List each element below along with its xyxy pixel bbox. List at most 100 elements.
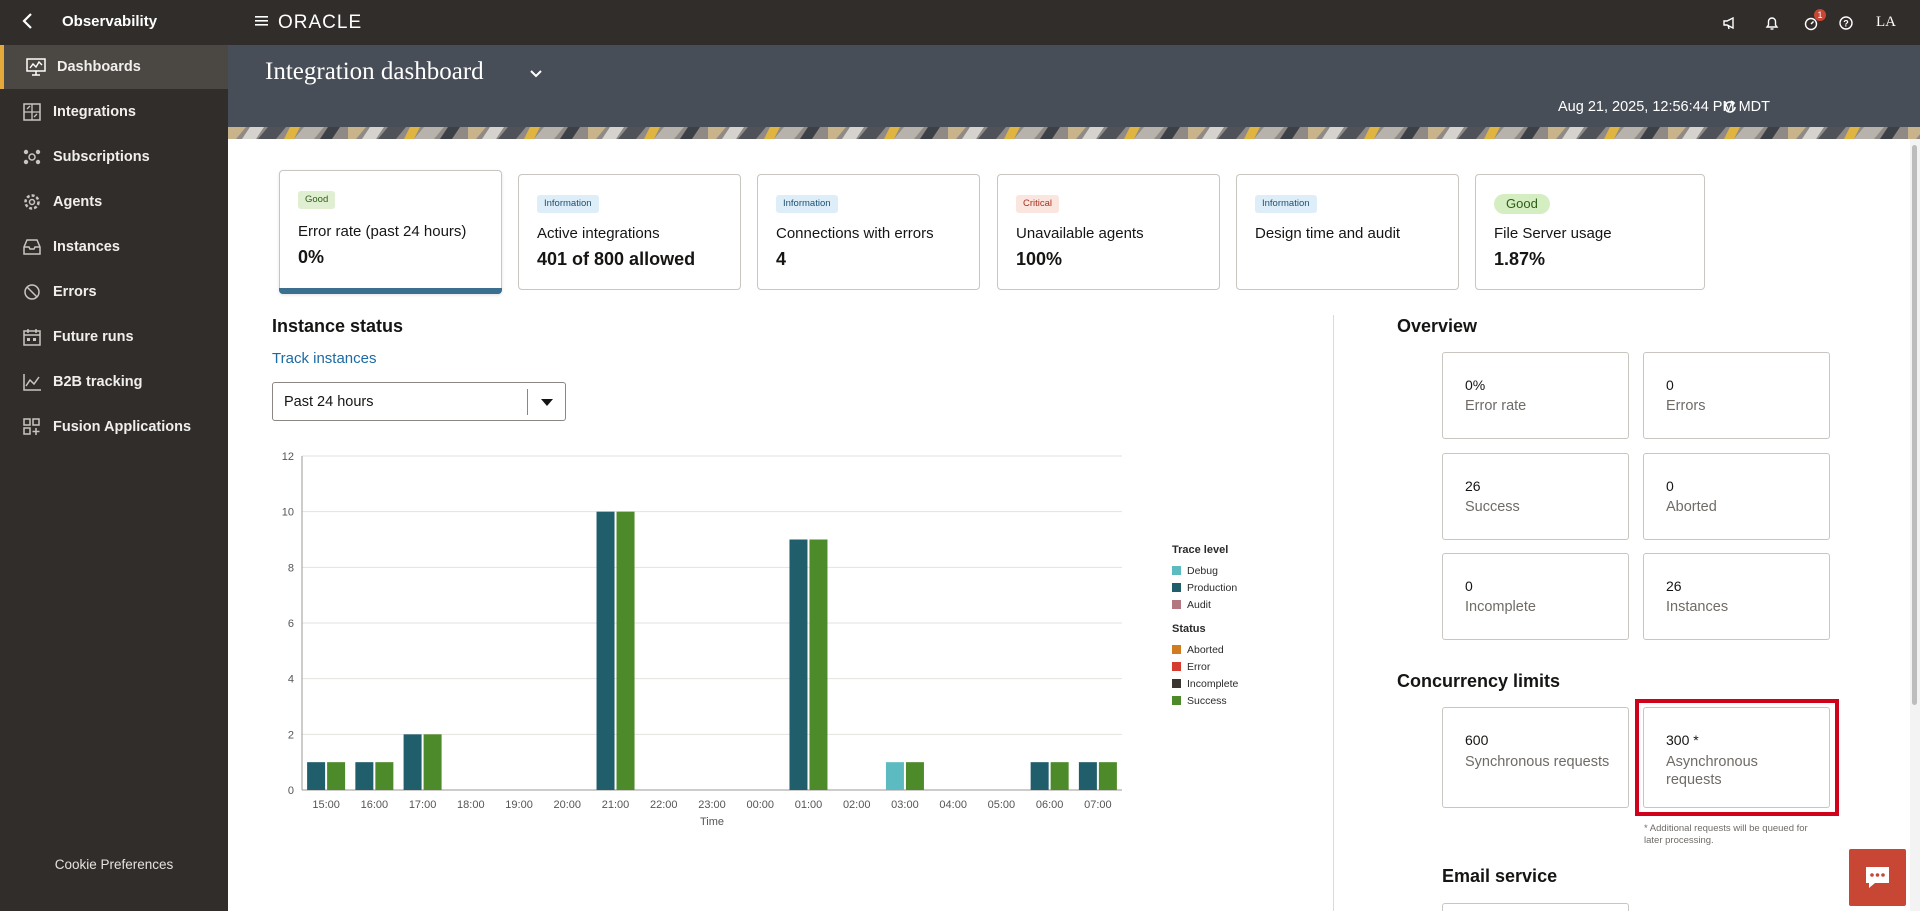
section-divider (1333, 315, 1334, 911)
card-label: Design time and audit (1255, 225, 1401, 242)
legend-swatch (1172, 662, 1181, 671)
x-tick-label: 15:00 (312, 799, 340, 811)
card-active-integrations[interactable]: Information Active integrations 401 of 8… (518, 174, 741, 290)
scrollbar-thumb[interactable] (1912, 145, 1917, 705)
instance-status-title: Instance status (272, 316, 404, 336)
overview-tile-errors[interactable]: 0 Errors (1643, 352, 1830, 439)
last-updated-timestamp: Aug 21, 2025, 12:56:44 PM MDT (1558, 99, 1770, 115)
sidebar-item-subscriptions[interactable]: Subscriptions (0, 135, 228, 179)
card-label: Active integrations (537, 225, 660, 242)
card-label: File Server usage (1494, 225, 1612, 242)
x-tick-label: 00:00 (746, 799, 774, 811)
legend-item-success[interactable]: Success (1172, 692, 1238, 709)
legend-swatch (1172, 583, 1181, 592)
bar-debug (885, 762, 904, 790)
overview-tile-aborted[interactable]: 0 Aborted (1643, 453, 1830, 540)
track-instances-link[interactable]: Track instances (272, 350, 377, 367)
legend-group-title: Status (1172, 623, 1206, 635)
x-tick-label: 17:00 (409, 799, 437, 811)
legend-item-debug[interactable]: Debug (1172, 562, 1238, 579)
megaphone-icon[interactable] (1721, 14, 1739, 32)
integrations-icon (23, 103, 41, 121)
sidebar-item-label: Subscriptions (53, 149, 150, 165)
sidebar-item-dashboards[interactable]: Dashboards (0, 45, 228, 89)
concurrency-tile-synchronous[interactable]: 600 Synchronous requests (1442, 707, 1629, 808)
overview-tile-error-rate[interactable]: 0% Error rate (1442, 352, 1629, 439)
page-title[interactable]: Integration dashboard (265, 58, 484, 85)
highlight-box (1635, 699, 1839, 816)
overview-tile-success[interactable]: 26 Success (1442, 453, 1629, 540)
legend-label: Incomplete (1187, 677, 1239, 690)
chat-icon (1866, 867, 1889, 888)
tile-label: Success (1465, 499, 1520, 515)
tile-value: 26 (1666, 578, 1682, 594)
legend-swatch (1172, 696, 1181, 705)
y-tick-label: 10 (282, 507, 294, 519)
sidebar-item-integrations[interactable]: Integrations (0, 90, 228, 134)
x-tick-label: 22:00 (650, 799, 678, 811)
sidebar-item-label: Errors (53, 284, 97, 300)
tile-value: 0 (1666, 478, 1674, 494)
bar-success (1050, 762, 1069, 790)
timer-icon[interactable] (1802, 14, 1820, 32)
card-file-server-usage[interactable]: Good File Server usage 1.87% (1475, 174, 1705, 290)
chevron-down-icon[interactable] (528, 67, 544, 81)
legend-item-production[interactable]: Production (1172, 579, 1238, 596)
chat-button[interactable] (1849, 849, 1906, 906)
y-tick-label: 8 (288, 562, 294, 574)
time-period-select[interactable]: Past 24 hours (272, 382, 566, 421)
card-label: Connections with errors (776, 225, 934, 242)
y-tick-label: 6 (288, 618, 294, 630)
card-unavailable-agents[interactable]: Critical Unavailable agents 100% (997, 174, 1220, 290)
hamburger-icon[interactable] (254, 13, 270, 29)
calendar-icon (23, 329, 41, 346)
legend-item-audit[interactable]: Audit (1172, 596, 1238, 613)
bar-success (375, 762, 394, 790)
legend-label: Audit (1187, 598, 1211, 611)
overview-tile-instances[interactable]: 26 Instances (1643, 553, 1830, 640)
app-title: Observability (62, 13, 158, 30)
status-badge: Information (776, 195, 838, 213)
bar-success (423, 734, 442, 790)
grid-plus-icon (23, 418, 40, 435)
user-avatar[interactable]: LA (1876, 14, 1896, 30)
tile-value: 0% (1465, 377, 1486, 393)
card-connections-with-errors[interactable]: Information Connections with errors 4 (757, 174, 980, 290)
chevron-left-icon[interactable] (18, 10, 38, 32)
overview-title: Overview (1397, 316, 1478, 336)
card-value: 0% (298, 247, 325, 267)
x-tick-label: 19:00 (505, 799, 533, 811)
card-design-time-audit[interactable]: Information Design time and audit (1236, 174, 1459, 290)
concurrency-tile-asynchronous[interactable]: 300 * Asynchronous requests (1643, 707, 1830, 808)
legend-item-aborted[interactable]: Aborted (1172, 641, 1238, 658)
cookie-preferences-link[interactable]: Cookie Preferences (54, 857, 174, 872)
sidebar-item-errors[interactable]: Errors (0, 270, 228, 314)
sidebar-item-instances[interactable]: Instances (0, 225, 228, 269)
bar-production (596, 511, 615, 790)
card-label: Error rate (past 24 hours) (298, 223, 467, 240)
x-tick-label: 18:00 (457, 799, 485, 811)
sidebar-item-future-runs[interactable]: Future runs (0, 315, 228, 359)
card-error-rate[interactable]: Good Error rate (past 24 hours) 0% (279, 170, 502, 294)
sidebar-item-fusion-applications[interactable]: Fusion Applications (0, 405, 228, 449)
sidebar-item-label: Fusion Applications (53, 419, 192, 435)
oracle-logo[interactable]: ORACLE (278, 12, 388, 32)
help-icon[interactable]: ? (1837, 14, 1855, 32)
email-service-tile[interactable] (1442, 903, 1629, 911)
caret-down-icon[interactable] (541, 399, 553, 406)
sidebar-item-b2b-tracking[interactable]: B2B tracking (0, 360, 228, 404)
legend-item-incomplete[interactable]: Incomplete (1172, 675, 1238, 692)
overview-tile-incomplete[interactable]: 0 Incomplete (1442, 553, 1629, 640)
legend-label: Aborted (1187, 643, 1224, 656)
x-tick-label: 05:00 (988, 799, 1016, 811)
x-tick-label: 07:00 (1084, 799, 1112, 811)
bar-production (403, 734, 422, 790)
vertical-scrollbar[interactable] (1910, 139, 1920, 911)
refresh-icon[interactable] (1722, 99, 1738, 115)
bar-success (809, 539, 828, 790)
sidebar-item-agents[interactable]: Agents (0, 180, 228, 224)
legend-swatch (1172, 566, 1181, 575)
bell-icon[interactable] (1763, 14, 1781, 32)
bar-production (1078, 762, 1097, 790)
legend-item-error[interactable]: Error (1172, 658, 1238, 675)
